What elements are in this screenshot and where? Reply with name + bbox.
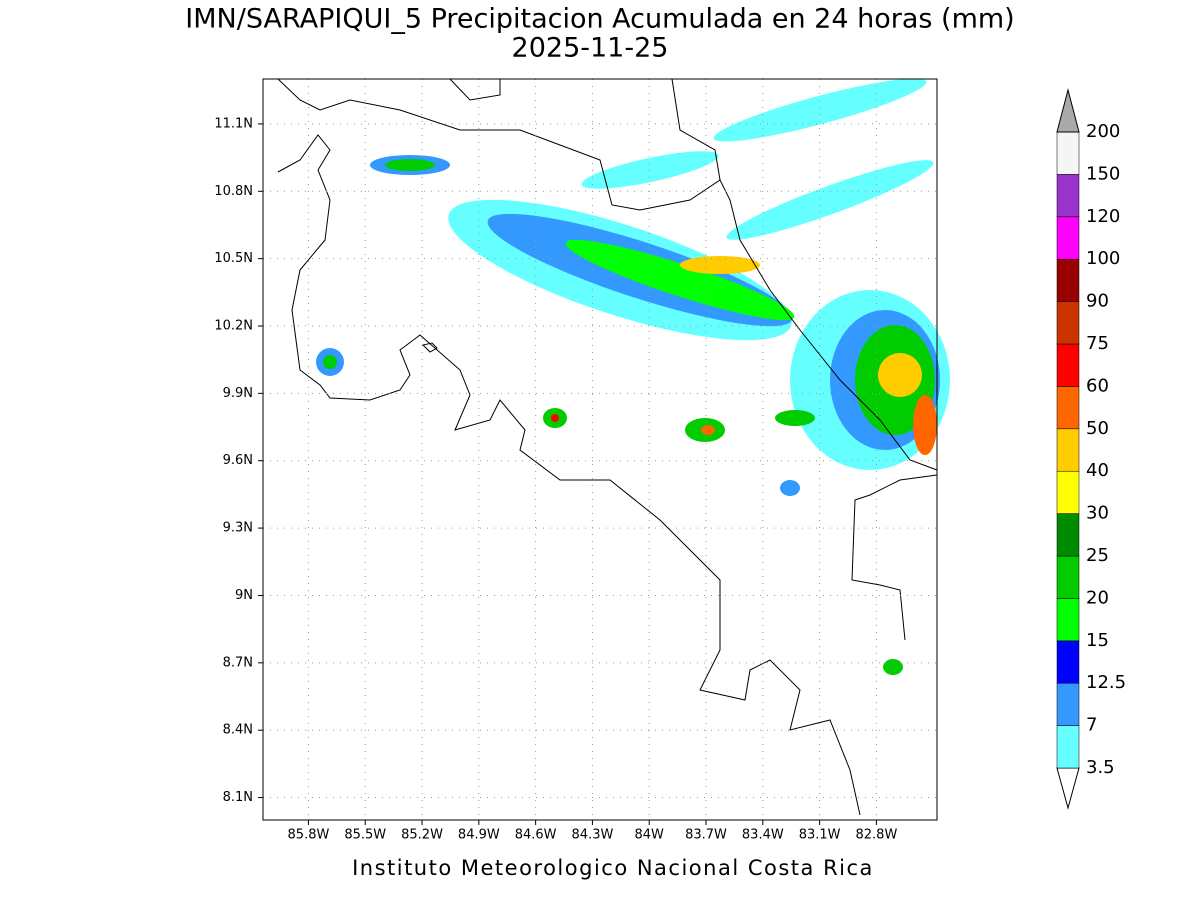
y-tick-label: 9N — [235, 588, 253, 603]
colorbar-segment — [1056, 343, 1080, 387]
y-tick-label: 10.8N — [214, 184, 253, 199]
x-tick-label: 84W — [635, 828, 665, 843]
precipitation-field — [316, 78, 950, 675]
footer: Instituto Meteorologico Nacional Costa R… — [352, 856, 874, 880]
colorbar-segment — [1056, 428, 1080, 472]
y-tick-label: 9.9N — [223, 386, 253, 401]
x-tick-label: 84.3W — [572, 828, 614, 843]
colorbar-label: 120 — [1086, 206, 1120, 227]
colorbar-label: 100 — [1086, 248, 1120, 269]
colorbar-segment — [1056, 513, 1080, 557]
y-tick-label: 8.1N — [223, 790, 253, 805]
colorbar-label: 20 — [1086, 587, 1109, 608]
title: IMN/SARAPIQUI_5 Precipitacion Acumulada … — [185, 4, 1014, 35]
x-tick-label: 83.7W — [685, 828, 727, 843]
x-tick-label: 83.4W — [742, 828, 784, 843]
colorbar-segment — [1056, 216, 1080, 260]
colorbar-segment — [1056, 598, 1080, 642]
colorbar-label: 60 — [1086, 375, 1109, 396]
colorbar-label: 25 — [1086, 545, 1109, 566]
colorbar-label: 15 — [1086, 630, 1109, 651]
y-tick-label: 10.5N — [214, 251, 253, 266]
x-tick-label: 84.9W — [458, 828, 500, 843]
colorbar-segment — [1056, 470, 1080, 514]
colorbar-over — [1056, 88, 1080, 133]
colorbar-segment — [1056, 174, 1080, 218]
coastline — [277, 78, 938, 816]
subtitle: 2025-11-25 — [512, 33, 669, 64]
colorbar-label: 90 — [1086, 291, 1109, 312]
y-tick-label: 10.2N — [214, 319, 253, 334]
colorbar-label: 30 — [1086, 503, 1109, 524]
colorbar-label: 3.5 — [1086, 757, 1115, 778]
y-tick-label: 8.4N — [223, 723, 253, 738]
y-tick-label: 11.1N — [214, 116, 253, 131]
x-tick-label: 85.8W — [288, 828, 330, 843]
colorbar-segment — [1056, 386, 1080, 430]
colorbar-under — [1056, 767, 1080, 810]
x-tick-label: 83.1W — [799, 828, 841, 843]
colorbar-segment — [1056, 682, 1080, 726]
colorbar-label: 50 — [1086, 418, 1109, 439]
colorbar-segment — [1056, 555, 1080, 599]
colorbar-segment — [1056, 131, 1080, 175]
colorbar-label: 40 — [1086, 460, 1109, 481]
x-tick-label: 85.2W — [401, 828, 443, 843]
colorbar-segment — [1056, 258, 1080, 302]
y-tick-label: 8.7N — [223, 655, 253, 670]
colorbar-label: 12.5 — [1086, 672, 1126, 693]
colorbar-label: 75 — [1086, 333, 1109, 354]
colorbar-label: 150 — [1086, 163, 1120, 184]
x-tick-label: 82.8W — [856, 828, 898, 843]
colorbar-label: 200 — [1086, 121, 1120, 142]
colorbar-segment — [1056, 725, 1080, 769]
colorbar-segment — [1056, 301, 1080, 345]
x-tick-label: 84.6W — [515, 828, 557, 843]
x-tick-label: 85.5W — [344, 828, 386, 843]
colorbar-segment — [1056, 640, 1080, 684]
colorbar-label: 7 — [1086, 715, 1097, 736]
y-tick-label: 9.6N — [223, 453, 253, 468]
map-frame — [262, 78, 938, 821]
y-tick-label: 9.3N — [223, 521, 253, 536]
